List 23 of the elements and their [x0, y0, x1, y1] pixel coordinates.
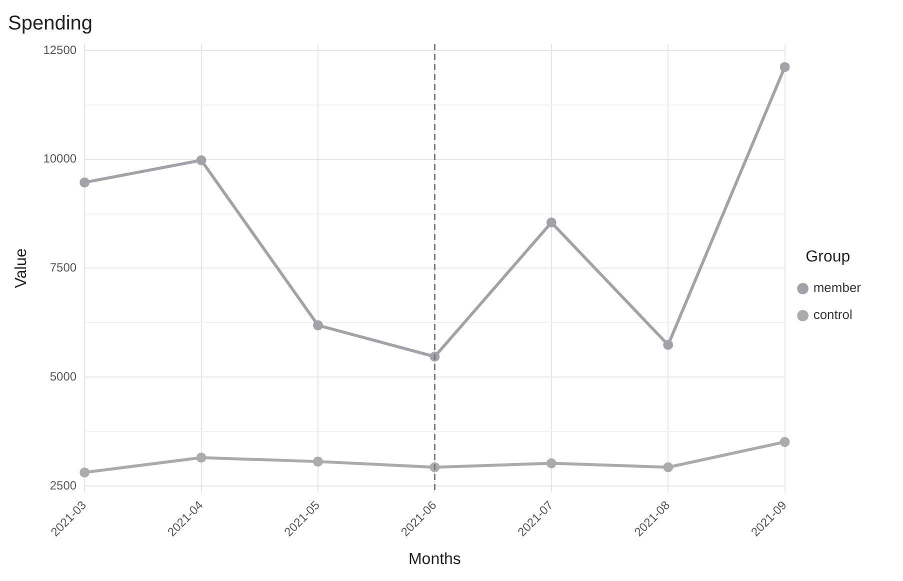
- point: [312, 320, 323, 330]
- point: [312, 456, 323, 467]
- y-tick-label: 5000: [50, 369, 77, 384]
- y-tick-label: 7500: [50, 260, 77, 275]
- point: [80, 467, 90, 478]
- chart-title: Spending: [8, 12, 93, 35]
- point: [663, 462, 674, 472]
- point: [196, 155, 206, 166]
- y-axis-title: Value: [13, 248, 30, 288]
- point: [196, 452, 206, 463]
- legend-label: member: [813, 280, 862, 296]
- point: [80, 177, 90, 188]
- y-tick-label: 10000: [43, 152, 77, 166]
- legend-label: control: [813, 307, 852, 322]
- point: [780, 62, 790, 72]
- legend-title: Group: [806, 248, 850, 266]
- y-tick-label: 2500: [50, 478, 77, 492]
- point: [663, 340, 674, 350]
- x-axis-title: Months: [408, 550, 461, 568]
- y-tick-label: 12500: [43, 42, 77, 57]
- point: [546, 458, 556, 468]
- point: [780, 436, 790, 447]
- point: [546, 218, 556, 228]
